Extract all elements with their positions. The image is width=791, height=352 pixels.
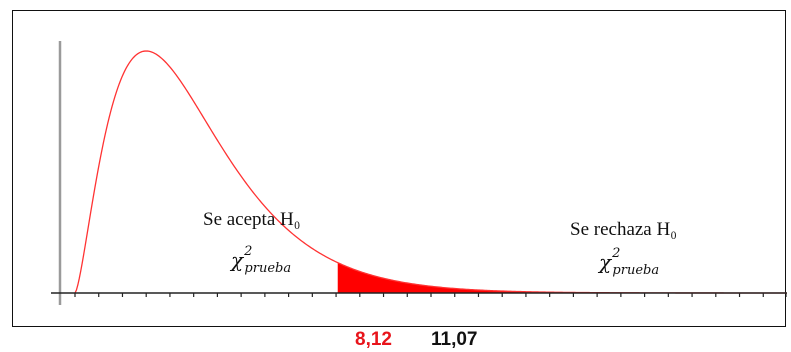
- value-labels: 8,12 11,07: [0, 327, 791, 352]
- chi-subscript: prueba: [244, 261, 291, 276]
- test-statistic-value: 8,12: [355, 329, 392, 350]
- accept-statistic-label: χ2 prueba: [229, 244, 291, 276]
- chi-superscript: 2: [243, 244, 252, 259]
- chi-subscript: prueba: [612, 263, 659, 278]
- chart-frame: Se acepta H₀ χ2 prueba Se rechaza H₀ χ2 pr…: [12, 10, 787, 327]
- chi-superscript: 2: [611, 246, 620, 261]
- chi-symbol: χ: [229, 248, 245, 272]
- reject-region-label: Se rechaza H₀: [570, 219, 677, 240]
- density-curve: [74, 50, 787, 294]
- chi-square-plot: Se acepta H₀ χ2 prueba Se rechaza H₀ χ2 pr…: [51, 41, 787, 305]
- rejection-region: [337, 262, 787, 293]
- accept-region-label: Se acepta H₀: [203, 209, 300, 230]
- chi-symbol: χ: [597, 250, 613, 274]
- reject-statistic-label: χ2 prueba: [597, 246, 659, 278]
- critical-value: 11,07: [431, 329, 478, 350]
